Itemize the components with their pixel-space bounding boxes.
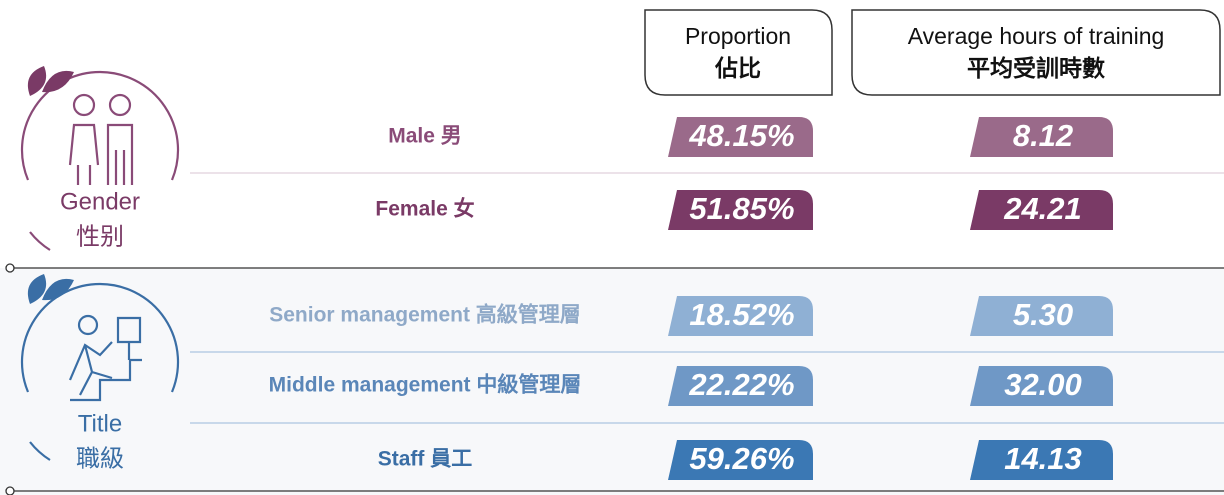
hours-value: 14.13 [1004, 441, 1082, 476]
header-en: Proportion [685, 23, 791, 49]
proportion-value: 51.85% [689, 191, 794, 226]
rows: Male 男 48.15% 8.12 Female 女 51.85% 24.21 Senio… [269, 117, 1113, 480]
section-zh: 性别 [76, 223, 124, 250]
hours-value: 32.00 [1004, 367, 1082, 402]
value-badge [668, 440, 813, 480]
header-box [851, 9, 1221, 96]
leaf-icon [27, 274, 74, 304]
row-label: Senior management 高級管理層 [269, 303, 581, 327]
gender-icon [20, 70, 180, 251]
value-badge [668, 117, 813, 157]
title-icon [20, 282, 180, 461]
section-en: Title [78, 410, 122, 437]
separator-dot [5, 263, 15, 273]
proportion-value: 59.26% [689, 441, 794, 476]
separator-dot [5, 486, 15, 495]
value-badge [970, 440, 1113, 480]
value-badge [970, 190, 1113, 230]
value-badge [970, 366, 1113, 406]
proportion-value: 48.15% [688, 118, 794, 153]
row-label: Staff 員工 [378, 448, 473, 471]
hours-value: 24.21 [1003, 191, 1082, 226]
header-en: Average hours of training [908, 23, 1165, 49]
row-label: Middle management 中級管理層 [269, 373, 582, 397]
value-badge [668, 190, 813, 230]
header-zh: 平均受訓時數 [967, 55, 1105, 81]
leaf-icon [27, 66, 74, 96]
section-zh: 職級 [76, 445, 124, 472]
header-box [644, 9, 833, 96]
proportion-value: 22.22% [688, 367, 794, 402]
value-badge [668, 366, 813, 406]
value-badge [668, 296, 813, 336]
hours-value: 5.30 [1013, 297, 1073, 332]
row-label: Male 男 [388, 125, 462, 148]
header-zh: 佔比 [714, 55, 761, 81]
section-en: Gender [60, 188, 140, 215]
proportion-value: 18.52% [689, 297, 794, 332]
row-label: Female 女 [375, 197, 474, 221]
value-badge [970, 117, 1113, 157]
value-badge [970, 296, 1113, 336]
hours-value: 8.12 [1013, 118, 1073, 153]
